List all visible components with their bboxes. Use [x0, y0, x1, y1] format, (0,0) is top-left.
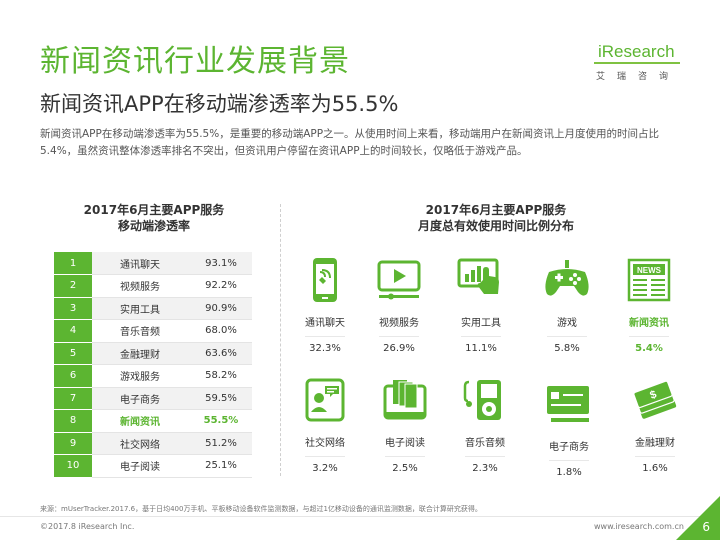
tools-icon — [457, 256, 505, 304]
music-icon — [461, 376, 509, 424]
svg-text:NEWS: NEWS — [637, 266, 662, 275]
table-row: 5 金融理财 63.6% — [54, 342, 252, 365]
page-subtitle: 新闻资讯APP在移动端渗透率为55.5% — [40, 92, 399, 116]
table-row: 9 社交网络 51.2% — [54, 432, 252, 455]
usage-time-title: 2017年6月主要APP服务 月度总有效使用时间比例分布 — [417, 203, 574, 233]
table-row: 2 视频服务 92.2% — [54, 274, 252, 298]
tile-chat: 通讯聊天 32.3% — [290, 256, 360, 354]
money-icon: $ — [631, 376, 679, 424]
table-row: 3 实用工具 90.9% — [54, 297, 252, 320]
tile-ebook: 电子阅读 2.5% — [370, 376, 440, 474]
phone-icon — [301, 256, 349, 304]
table-row: 10 电子阅读 25.1% — [54, 454, 252, 478]
penetration-table: 1 通讯聊天 93.1% 2 视频服务 92.2% 3 实用工具 90.9% 4 音乐音频 68… — [54, 252, 252, 478]
table-row: 1 通讯聊天 93.1% — [54, 252, 252, 275]
ebook-icon — [381, 376, 429, 424]
table-row-highlight: 8 新闻资讯 55.5% — [54, 409, 252, 433]
page-title: 新闻资讯行业发展背景 — [40, 44, 350, 79]
tile-finance: $ 金融理财 1.6% — [620, 376, 690, 474]
iresearch-logo: iResearch 艾瑞咨询 — [594, 42, 681, 82]
page-number: 6 — [702, 520, 710, 534]
table-row: 4 音乐音频 68.0% — [54, 319, 252, 343]
video-icon — [375, 256, 423, 304]
page-description: 新闻资讯APP在移动端渗透率为55.5%，是重要的移动端APP之一。从使用时间上… — [40, 128, 660, 157]
source-note: 来源：mUserTracker.2017.6，基于日均400万手机、平板移动设备… — [40, 505, 482, 513]
table-row: 7 电子商务 59.5% — [54, 387, 252, 410]
footer-divider — [0, 516, 720, 517]
tile-news: NEWS 新闻资讯 5.4% — [614, 256, 684, 354]
tile-social: 社交网络 3.2% — [290, 376, 360, 474]
social-icon — [301, 376, 349, 424]
tile-music: 音乐音频 2.3% — [450, 376, 520, 474]
gamepad-icon — [543, 256, 591, 304]
website-url: www.iresearch.com.cn — [594, 522, 684, 531]
penetration-title: 2017年6月主要APP服务 移动端渗透率 — [83, 203, 225, 233]
copyright-text: ©2017.8 iResearch Inc. — [40, 522, 135, 531]
tile-ecommerce: 电子商务 1.8% — [534, 380, 604, 478]
tile-games: 游戏 5.8% — [532, 256, 602, 354]
table-row: 6 游戏服务 58.2% — [54, 364, 252, 388]
credit-card-icon — [545, 380, 593, 428]
tile-video: 视频服务 26.9% — [364, 256, 434, 354]
corner-triangle — [676, 496, 720, 540]
svg-text:$: $ — [648, 389, 658, 402]
section-divider — [280, 204, 281, 476]
newspaper-icon: NEWS — [625, 256, 673, 304]
tile-tools: 实用工具 11.1% — [446, 256, 516, 354]
